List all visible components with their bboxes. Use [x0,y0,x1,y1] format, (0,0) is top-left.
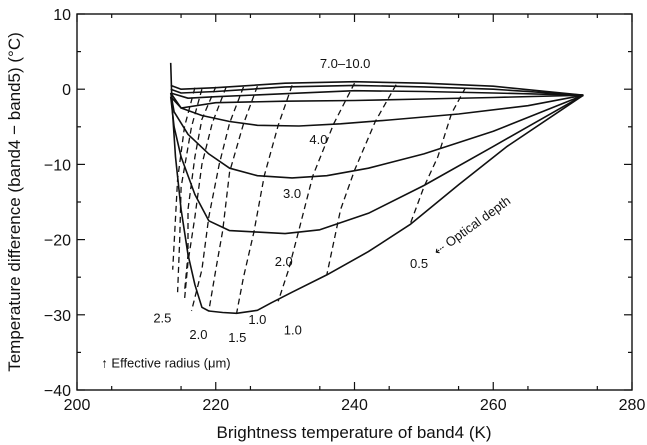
optical-depth-curve-7 [169,62,584,315]
x-tick-label: 240 [341,397,368,414]
optical-depth-curve-2 [170,89,584,99]
optical-depth-curve-1 [170,84,584,96]
optical-depth-curve-0 [170,80,584,96]
x-tick-label: 200 [64,397,91,414]
annotations: 7.0–10.04.03.02.0 0.52.52.0 1.51.01.0↑ Eff… [101,56,513,370]
annotation-label: ↑ Effective radius (μm) [101,355,230,370]
annotation-label: 1.5 [228,330,246,345]
annotation-label: 1.0 [284,322,302,337]
annotation-label: 3.0 [283,186,301,201]
x-tick-label: 280 [619,397,646,414]
annotation-label: ⇠ Optical depth [431,193,514,259]
annotation-label: 7.0–10.0 [320,56,371,71]
y-tick-label: 10 [53,7,71,24]
y-tick-label: −20 [44,233,71,250]
optical-depth-curve-3 [170,94,584,109]
x-tick-label: 260 [480,397,507,414]
annotation-label: 2.0 [275,254,293,269]
y-tick-label: −10 [44,157,71,174]
annotation-label: 2.0 [189,327,207,342]
dashed-radius-line-6 [235,85,293,314]
dashed-radius-line-4 [190,86,245,312]
plot-area [169,62,584,315]
x-axis-label: Brightness temperature of band4 (K) [217,423,492,442]
annotation-label: 4.0 [309,132,327,147]
optical-depth-curve-5 [169,92,584,179]
x-tick-label: 220 [202,397,229,414]
y-tick-label: −30 [44,308,71,325]
axis-ticks: 200 220 240 260 280 10 0 −10 −20 −30 −40 [44,7,646,414]
dashed-radius-line-9 [409,87,467,225]
annotation-label: 1.0 [248,312,266,327]
optical-depth-curve-6 [169,94,584,235]
dashed-radius-line-8 [326,84,397,276]
y-tick-label: 0 [62,82,71,99]
dashed-radius-line-1 [176,89,203,293]
y-axis-label: Temperature difference (band4 − band5) (… [5,32,24,372]
annotation-label: 2.5 [153,310,171,325]
dashed-radius-line-5 [208,85,259,312]
dashed-radius-line-7 [277,82,356,302]
annotation-label: 0.5 [410,256,428,271]
optical-depth-curve-4 [170,92,584,127]
y-tick-label: −40 [44,383,71,400]
dashed-radius-line-3 [183,86,227,300]
